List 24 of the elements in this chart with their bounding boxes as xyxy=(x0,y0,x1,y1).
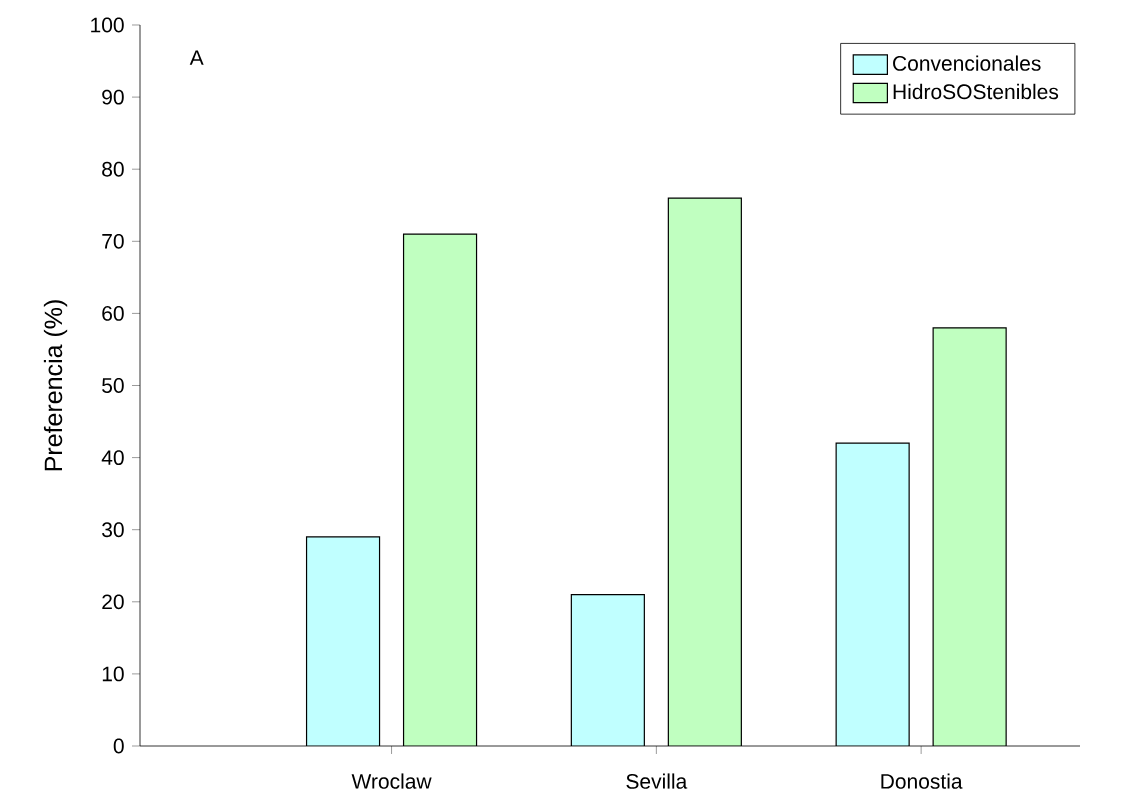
bar xyxy=(835,442,910,746)
x-tick-label: Sevilla xyxy=(626,773,688,789)
y-tick-label: 30 xyxy=(102,522,124,538)
bar xyxy=(932,327,1007,746)
y-tick-label: 70 xyxy=(102,233,124,249)
y-tick-label: 50 xyxy=(102,378,124,393)
annotation: A xyxy=(189,50,204,65)
x-tick-label: Donostia xyxy=(881,773,963,789)
bar xyxy=(571,594,645,746)
y-tick-label: 100 xyxy=(91,17,124,33)
y-tick-label: 80 xyxy=(102,161,124,177)
y-tick-label: 60 xyxy=(102,305,124,321)
legend-label: HidroSOStenibles xyxy=(893,83,1059,100)
y-tick-label: 10 xyxy=(102,666,124,682)
y-axis-title: Preferencia (%) xyxy=(43,300,68,471)
y-tick-label: 90 xyxy=(102,89,124,105)
y-tick-label: 20 xyxy=(102,594,124,610)
bar xyxy=(306,536,380,746)
y-tick-label: 40 xyxy=(101,450,124,466)
y-tick-label: 0 xyxy=(113,738,124,754)
bar xyxy=(668,198,742,746)
legend-label: Convencionales xyxy=(893,55,1041,71)
bar xyxy=(403,234,477,746)
x-tick-label: Wroclaw xyxy=(351,773,432,789)
